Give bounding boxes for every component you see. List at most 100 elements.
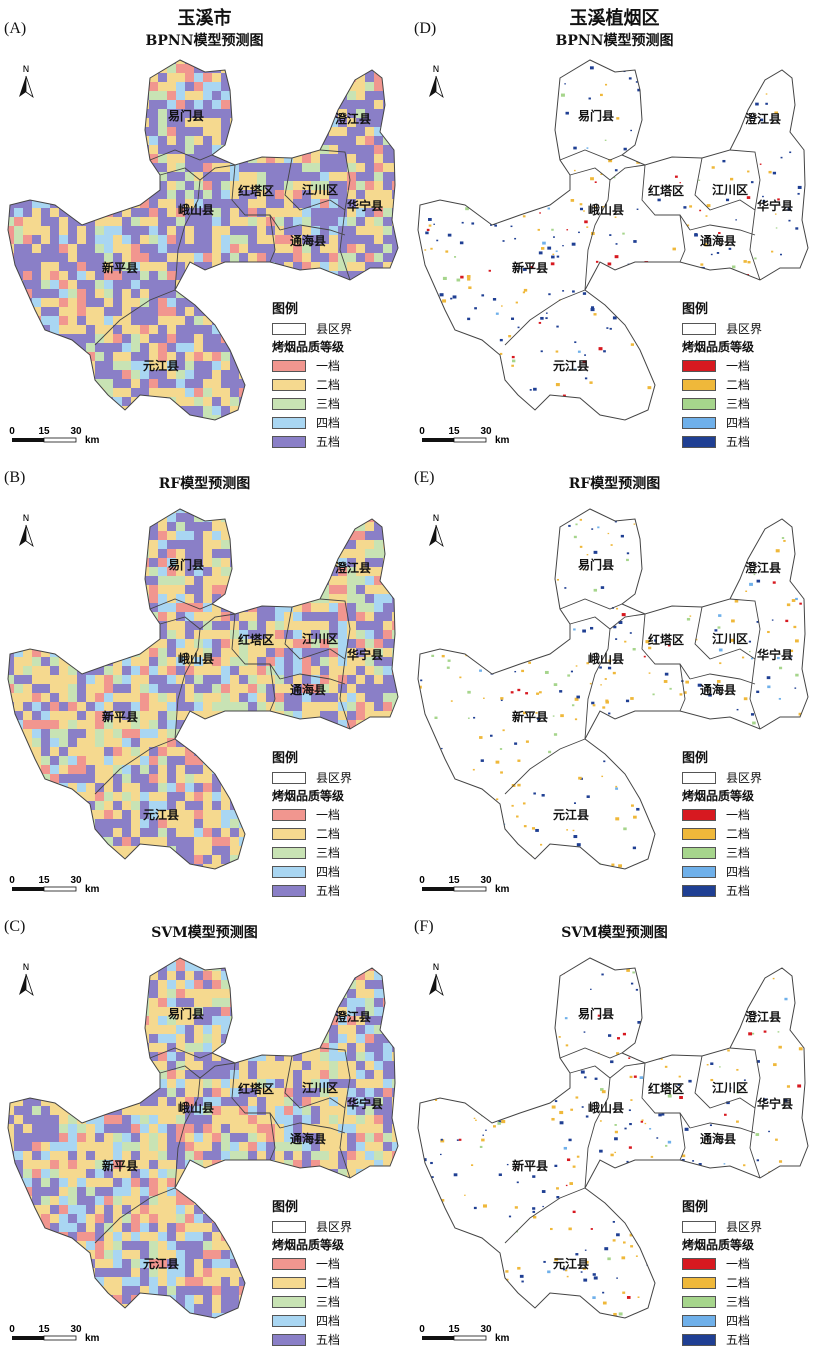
grade-cell [131, 397, 141, 407]
grade-cell [122, 60, 132, 65]
grade-cell [383, 630, 393, 640]
grade-cell [266, 244, 276, 254]
grade-cell [311, 522, 321, 532]
legend-grade-row: 四档 [272, 413, 352, 432]
grade-cell [338, 621, 348, 631]
grade-cell [194, 307, 204, 317]
grade-cell [356, 253, 366, 263]
grade-cell [392, 424, 402, 434]
grade-cell [113, 747, 123, 757]
grade-cell [248, 684, 258, 694]
legend-grade-row: 三档 [272, 843, 352, 862]
grade-patch [630, 697, 634, 700]
grade-cell [8, 819, 15, 829]
grade-cell [59, 962, 69, 972]
grade-cell [329, 657, 339, 667]
grade-cell [320, 594, 330, 604]
grade-cell [203, 747, 213, 757]
grade-cell [41, 522, 51, 532]
grade-cell [14, 576, 24, 586]
grade-cell [23, 271, 33, 281]
grade-cell [167, 756, 177, 766]
grade-patch [641, 127, 645, 130]
grade-cell [149, 316, 159, 326]
grade-cell [8, 531, 15, 541]
grade-cell [374, 873, 384, 883]
grade-cell [356, 846, 366, 856]
grade-patch [636, 142, 640, 145]
grade-cell [104, 828, 114, 838]
grade-cell [203, 855, 213, 865]
grade-cell [257, 154, 267, 164]
grade-cell [221, 998, 231, 1008]
grade-cell [347, 136, 357, 146]
grade-patch [553, 236, 555, 238]
grade-cell [275, 73, 285, 83]
grade-patch [694, 735, 697, 738]
grade-cell [230, 271, 240, 281]
grade-cell [140, 64, 150, 74]
grade-cell [302, 585, 312, 595]
grade-cell [392, 711, 398, 721]
grade-cell [104, 379, 114, 389]
grade-cell [77, 406, 87, 416]
grade-cell [293, 181, 303, 191]
grade-cell [284, 91, 294, 101]
scale-tick-label: 30 [70, 426, 82, 437]
grade-cell [32, 531, 42, 541]
grade-patch [622, 232, 625, 235]
grade-cell [383, 693, 393, 703]
grade-patch [493, 191, 497, 194]
grade-patch [562, 394, 566, 397]
grade-cell [302, 621, 312, 631]
grade-patch [573, 368, 577, 371]
legend-swatch [272, 827, 306, 840]
grade-cell [176, 424, 186, 434]
grade-cell [23, 621, 33, 631]
grade-cell [68, 280, 78, 290]
grade-cell [77, 783, 87, 793]
grade-patch [748, 640, 752, 643]
grade-cell [374, 648, 384, 658]
grade-patch [708, 693, 712, 697]
grade-cell [257, 109, 267, 119]
grade-cell [365, 208, 375, 218]
grade-cell [185, 666, 195, 676]
grade-cell [266, 989, 276, 999]
grade-cell [131, 100, 141, 110]
grade-cell [158, 801, 168, 811]
grade-patch [473, 716, 476, 719]
grade-cell [194, 989, 204, 999]
grade-cell [167, 64, 177, 74]
grade-cell [68, 971, 78, 981]
grade-cell [50, 989, 60, 999]
grade-cell [383, 846, 393, 856]
grade-patch [522, 215, 526, 218]
grade-cell [176, 666, 186, 676]
grade-patch [510, 225, 513, 228]
grade-cell [311, 136, 321, 146]
grade-cell [86, 181, 96, 191]
grade-cell [329, 190, 339, 200]
grade-patch [642, 284, 646, 288]
grade-cell [338, 711, 348, 721]
grade-cell [347, 262, 357, 272]
grade-cell [167, 181, 177, 191]
grade-cell [257, 989, 267, 999]
grade-patch [780, 402, 783, 405]
grade-cell [95, 621, 105, 631]
grade-cell [167, 765, 177, 775]
grade-cell [293, 154, 303, 164]
legend-grade-row: 四档 [272, 862, 352, 881]
grade-cell [383, 774, 393, 784]
grade-patch [555, 383, 560, 387]
grade-cell [365, 406, 375, 416]
grade-cell [167, 73, 177, 83]
grade-cell [77, 289, 87, 299]
grade-cell [176, 60, 186, 65]
grade-cell [212, 792, 222, 802]
grade-cell [104, 958, 114, 963]
grade-cell [50, 585, 60, 595]
grade-cell [383, 819, 393, 829]
grade-cell [365, 127, 375, 137]
